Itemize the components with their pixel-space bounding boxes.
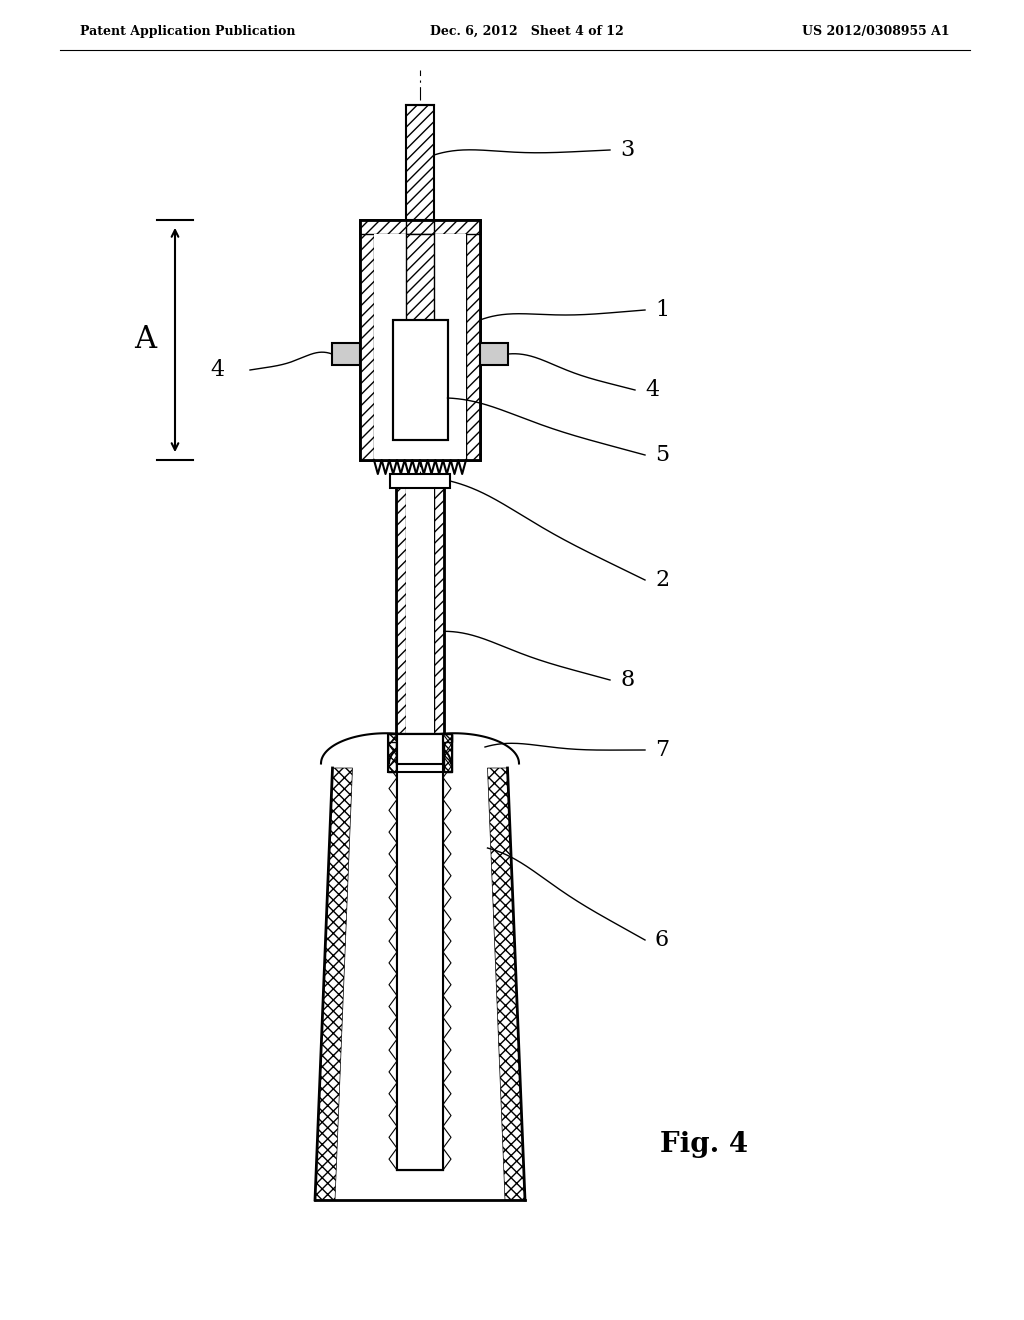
- Text: Fig. 4: Fig. 4: [660, 1131, 749, 1159]
- Bar: [360, 220, 480, 459]
- Text: 1: 1: [655, 300, 669, 321]
- Bar: [396, 474, 444, 760]
- Text: 3: 3: [620, 139, 634, 161]
- Text: Dec. 6, 2012   Sheet 4 of 12: Dec. 6, 2012 Sheet 4 of 12: [430, 25, 624, 38]
- Text: 4: 4: [210, 359, 224, 381]
- Text: 5: 5: [655, 444, 669, 466]
- Text: 8: 8: [620, 669, 634, 690]
- Bar: [397, 734, 443, 1170]
- Text: 2: 2: [655, 569, 669, 591]
- Bar: [406, 220, 434, 234]
- Text: Patent Application Publication: Patent Application Publication: [80, 25, 296, 38]
- Bar: [434, 474, 444, 760]
- Bar: [396, 734, 444, 772]
- Bar: [360, 220, 480, 459]
- Bar: [397, 734, 443, 764]
- Bar: [444, 734, 452, 772]
- Bar: [374, 234, 466, 459]
- Bar: [388, 734, 396, 772]
- Bar: [396, 474, 406, 760]
- Bar: [360, 220, 480, 234]
- Bar: [397, 734, 443, 764]
- Bar: [390, 474, 450, 488]
- Bar: [388, 734, 452, 772]
- Bar: [406, 234, 434, 327]
- Text: A: A: [134, 325, 156, 355]
- Polygon shape: [315, 768, 525, 1200]
- Bar: [332, 343, 360, 366]
- Bar: [392, 319, 447, 440]
- Bar: [360, 220, 374, 459]
- Text: US 2012/0308955 A1: US 2012/0308955 A1: [803, 25, 950, 38]
- Polygon shape: [487, 768, 525, 1200]
- Polygon shape: [397, 734, 443, 1170]
- Bar: [480, 343, 508, 366]
- Bar: [397, 734, 443, 1170]
- Bar: [466, 220, 480, 459]
- Bar: [388, 734, 452, 742]
- Bar: [395, 734, 445, 1170]
- Bar: [406, 106, 434, 220]
- Text: 6: 6: [655, 929, 669, 950]
- Polygon shape: [315, 768, 352, 1200]
- Bar: [406, 474, 434, 760]
- Bar: [400, 327, 439, 432]
- Text: 4: 4: [645, 379, 659, 401]
- Bar: [406, 220, 434, 234]
- Text: 7: 7: [655, 739, 669, 762]
- Bar: [392, 319, 447, 440]
